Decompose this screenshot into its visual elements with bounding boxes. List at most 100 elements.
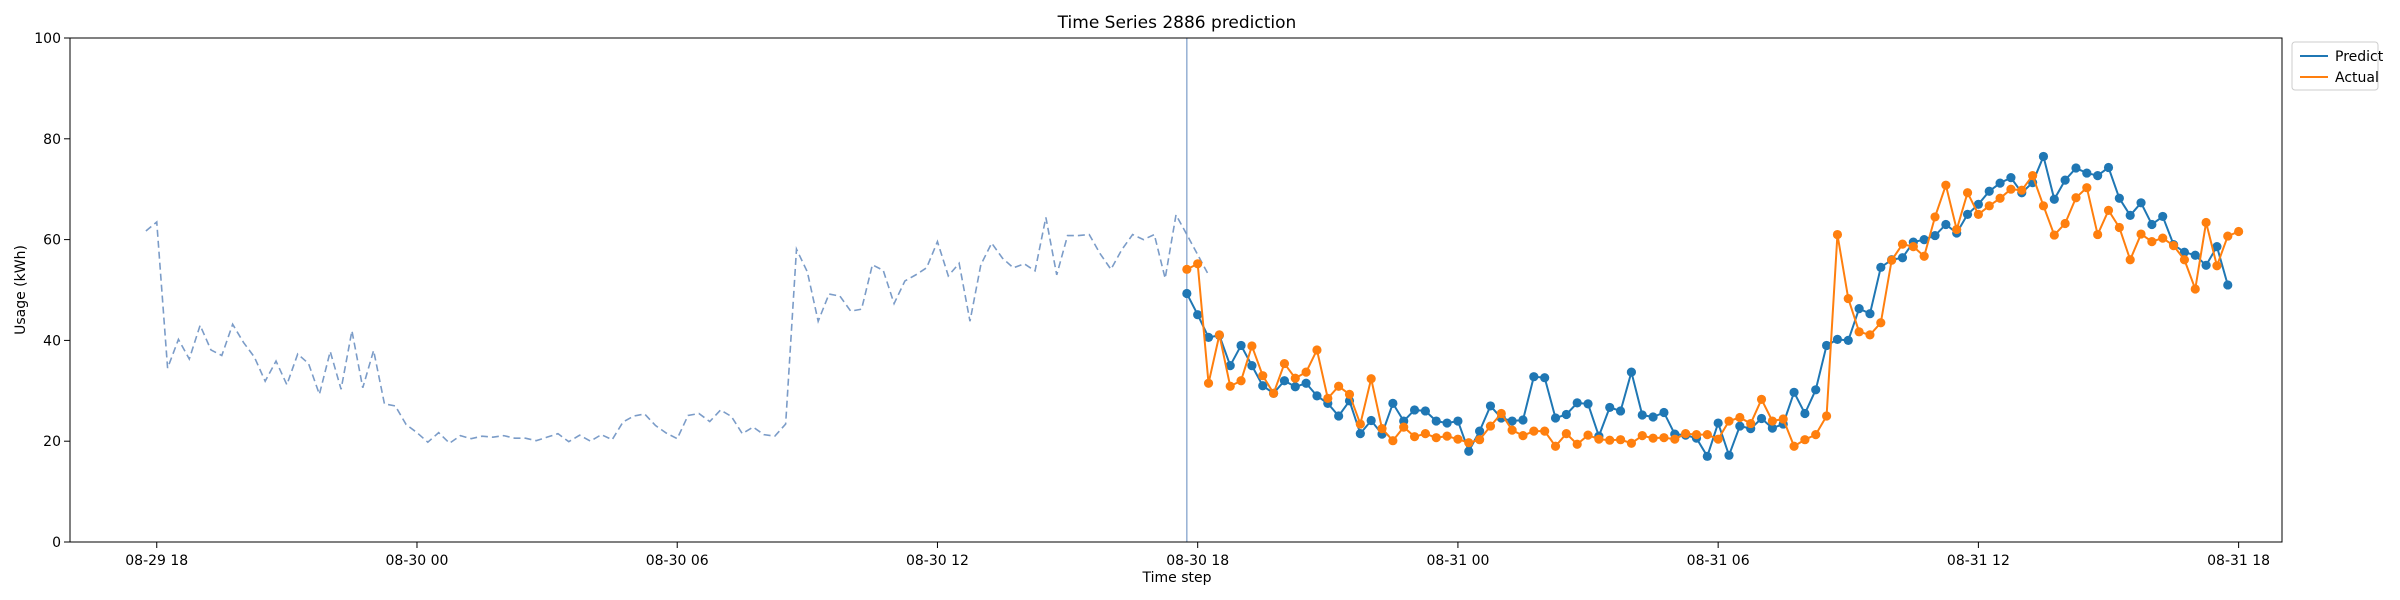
actual-point bbox=[2158, 233, 2168, 243]
predict-point bbox=[1312, 391, 1322, 401]
actual-point bbox=[1789, 441, 1799, 451]
actual-point bbox=[1193, 259, 1203, 269]
actual-point bbox=[2060, 218, 2070, 229]
actual-point bbox=[1832, 229, 1843, 240]
history-line bbox=[145, 212, 1210, 445]
actual-point bbox=[2234, 226, 2244, 237]
y-tick-label: 40 bbox=[43, 333, 61, 349]
predict-point bbox=[1561, 409, 1571, 420]
predict-point bbox=[1507, 416, 1517, 426]
predict-point bbox=[1789, 387, 1799, 397]
actual-point bbox=[1659, 433, 1669, 443]
predict-point bbox=[1724, 450, 1734, 460]
actual-point bbox=[1442, 431, 1452, 441]
actual-point bbox=[1594, 434, 1604, 444]
predict-point bbox=[1529, 372, 1539, 382]
predict-point bbox=[2158, 211, 2168, 222]
actual-point bbox=[1648, 433, 1658, 443]
predict-point bbox=[1637, 410, 1647, 420]
predict-point bbox=[1919, 235, 1929, 245]
actual-point bbox=[2190, 284, 2200, 294]
actual-point bbox=[2082, 183, 2092, 193]
actual-point bbox=[1778, 414, 1788, 424]
actual-point bbox=[1409, 432, 1420, 442]
actual-point bbox=[2038, 201, 2049, 211]
predict-point bbox=[1821, 340, 1832, 351]
actual-point bbox=[1876, 318, 1886, 328]
actual-point bbox=[1203, 378, 1214, 388]
predict-point bbox=[1973, 199, 1983, 209]
predict-point bbox=[1409, 405, 1420, 415]
predict-point bbox=[1301, 378, 1311, 388]
x-tick-label: 08-30 00 bbox=[386, 553, 449, 569]
actual-point bbox=[2147, 237, 2157, 247]
actual-point bbox=[2168, 241, 2179, 251]
y-tick-label: 80 bbox=[43, 132, 61, 148]
actual-point bbox=[1496, 408, 1506, 419]
predict-point bbox=[1800, 408, 1810, 419]
x-tick-label: 08-31 18 bbox=[2207, 553, 2270, 569]
legend-label-actual: Actual bbox=[2335, 70, 2379, 86]
actual-line bbox=[1186, 173, 2240, 448]
actual-point bbox=[1279, 358, 1290, 369]
actual-point bbox=[1897, 239, 1908, 249]
actual-point bbox=[1377, 424, 1387, 434]
actual-point bbox=[1962, 188, 1973, 198]
actual-point bbox=[1702, 430, 1712, 440]
predict-point bbox=[1518, 415, 1528, 425]
actual-point bbox=[2006, 184, 2016, 194]
predict-point bbox=[2212, 242, 2222, 252]
actual-point bbox=[1301, 367, 1311, 377]
y-tick-label: 20 bbox=[43, 434, 61, 450]
predict-point bbox=[2125, 210, 2135, 221]
actual-point bbox=[1344, 389, 1355, 399]
plot-area bbox=[69, 37, 2283, 543]
actual-point bbox=[1431, 433, 1441, 443]
predict-point bbox=[2201, 260, 2211, 270]
legend: Predict Actual bbox=[2291, 41, 2384, 91]
actual-point bbox=[1572, 439, 1582, 449]
predict-point bbox=[1182, 288, 1192, 299]
actual-point bbox=[1941, 180, 1951, 190]
actual-point bbox=[1366, 374, 1376, 384]
predict-point bbox=[2190, 250, 2200, 260]
predict-point bbox=[1865, 309, 1875, 319]
x-tick-label: 08-31 00 bbox=[1426, 553, 1489, 569]
actual-point bbox=[2017, 185, 2027, 195]
actual-point bbox=[1605, 435, 1615, 445]
predict-point bbox=[2147, 219, 2157, 230]
predict-point bbox=[1626, 367, 1637, 377]
predict-point bbox=[1583, 399, 1593, 409]
actual-point bbox=[2103, 205, 2114, 215]
predict-point bbox=[2103, 162, 2114, 173]
predict-point bbox=[1420, 406, 1430, 416]
actual-point bbox=[1626, 438, 1637, 448]
actual-point bbox=[1550, 441, 1561, 451]
actual-point bbox=[2028, 170, 2038, 181]
x-tick-label: 08-31 06 bbox=[1687, 553, 1750, 569]
predict-point bbox=[1225, 361, 1235, 371]
actual-point bbox=[2179, 255, 2190, 265]
actual-point bbox=[2049, 230, 2059, 240]
predict-point bbox=[1605, 402, 1615, 413]
y-axis-label: Usage (kWh) bbox=[13, 245, 29, 335]
predict-point bbox=[1843, 335, 1853, 345]
predict-point bbox=[1659, 407, 1669, 418]
x-tick-label: 08-30 06 bbox=[646, 553, 709, 569]
actual-point bbox=[1984, 201, 1994, 211]
axis-ticks: 0 20 40 60 80 100 08-29 18 08-30 00 08-30 06 08-3… bbox=[34, 31, 2270, 569]
plot-frame bbox=[69, 37, 2283, 543]
predict-point bbox=[1388, 398, 1398, 408]
predict-point bbox=[1540, 373, 1550, 383]
actual-point bbox=[1854, 327, 1864, 337]
predict-point bbox=[2136, 198, 2146, 208]
predict-point bbox=[1930, 230, 1940, 241]
actual-point bbox=[2136, 229, 2146, 239]
actual-point bbox=[1258, 371, 1268, 381]
actual-point bbox=[1388, 436, 1398, 446]
x-tick-label: 08-29 18 bbox=[125, 553, 188, 569]
actual-point bbox=[1713, 434, 1723, 444]
actual-point bbox=[2114, 222, 2124, 233]
actual-point bbox=[1518, 431, 1528, 441]
actual-point bbox=[2223, 231, 2233, 241]
